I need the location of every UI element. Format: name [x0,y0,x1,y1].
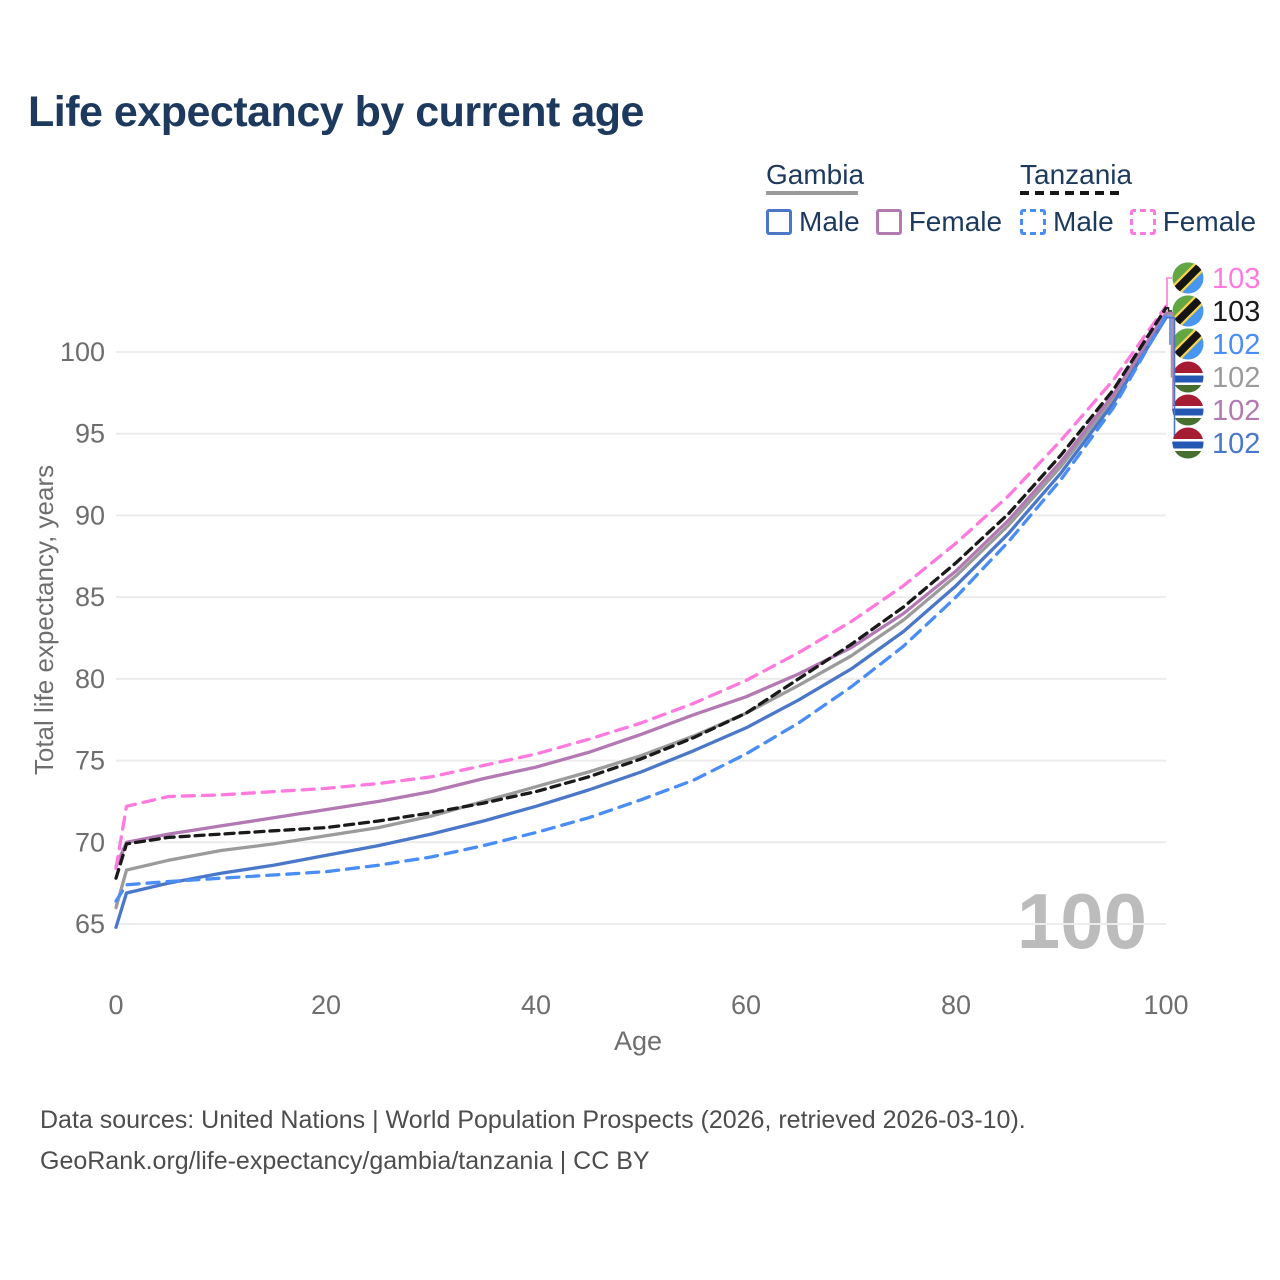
end-value-gambia-male: 102 [1212,428,1260,460]
series-line-tanzania-female[interactable] [114,304,1168,871]
legend-entry-gambia-male[interactable]: Male [766,206,860,238]
flag-tanzania-icon [1169,259,1207,297]
legend-entry-tanzania-female[interactable]: Female [1129,206,1257,238]
legend-group-gambia: Gambia Male Female [766,160,1018,238]
y-tick-65: 65 [75,909,105,939]
y-tick-90: 90 [75,500,105,530]
end-leader-gambia-total [1166,313,1173,378]
page-title: Life expectancy by current age [28,88,644,136]
legend-label-gambia-male: Male [799,206,860,237]
y-tick-70: 70 [75,827,105,857]
series-line-gambia-total[interactable] [114,312,1168,910]
end-value-tanzania-male: 102 [1212,329,1260,361]
legend-label-gambia-female: Female [908,206,1003,237]
gambia-male-checkbox[interactable] [766,209,792,235]
legend-label-tanzania-male: Male [1053,206,1114,237]
tanzania-female-checkbox[interactable] [1129,209,1156,235]
tanzania-male-checkbox[interactable] [1020,209,1046,235]
x-tick-40: 40 [521,990,551,1020]
y-axis-title: Total life expectancy, years [29,464,59,776]
gambia-solid-line-swatch [766,191,858,195]
end-value-tanzania-total: 103 [1212,296,1260,328]
x-tick-60: 60 [731,990,761,1020]
y-tick-85: 85 [75,582,105,612]
end-leader-tanzania-total [1166,307,1172,312]
flag-gambia-icon [1172,427,1204,459]
footer-data-sources: Data sources: United Nations | World Pop… [40,1106,1026,1134]
y-tick-100: 100 [60,337,105,367]
hover-age-watermark: 100 [1017,877,1147,965]
legend-heading-gambia[interactable]: Gambia [766,159,865,190]
y-tick-95: 95 [75,419,105,449]
series-line-gambia-male[interactable] [114,316,1168,929]
footer-attribution-link[interactable]: GeoRank.org/life-expectancy/gambia/tanza… [40,1147,650,1175]
legend-label-tanzania-female: Female [1162,206,1257,237]
x-tick-100: 100 [1143,990,1188,1020]
x-axis-title: Age [614,1026,662,1056]
end-value-tanzania-female: 103 [1212,263,1260,295]
y-tick-75: 75 [75,746,105,776]
end-value-gambia-total: 102 [1212,362,1260,394]
series-line-tanzania-male[interactable] [114,314,1168,903]
y-tick-80: 80 [75,664,105,694]
x-tick-0: 0 [108,990,123,1020]
x-tick-20: 20 [311,990,341,1020]
flag-gambia-icon [1172,394,1204,426]
legend-heading-tanzania[interactable]: Tanzania [1020,159,1133,190]
tanzania-dashed-line-swatch [1020,191,1120,195]
legend-group-tanzania: Tanzania Male Female [1020,160,1272,238]
series-line-tanzania-total[interactable] [114,306,1168,880]
gambia-female-checkbox[interactable] [875,209,902,235]
legend-entry-tanzania-male[interactable]: Male [1020,206,1114,238]
end-value-gambia-female: 102 [1212,395,1260,427]
legend-entry-gambia-female[interactable]: Female [875,206,1003,238]
series-line-gambia-female[interactable] [114,311,1168,869]
flag-gambia-icon [1172,361,1204,393]
x-tick-80: 80 [941,990,971,1020]
end-leader-tanzania-female [1166,277,1172,307]
